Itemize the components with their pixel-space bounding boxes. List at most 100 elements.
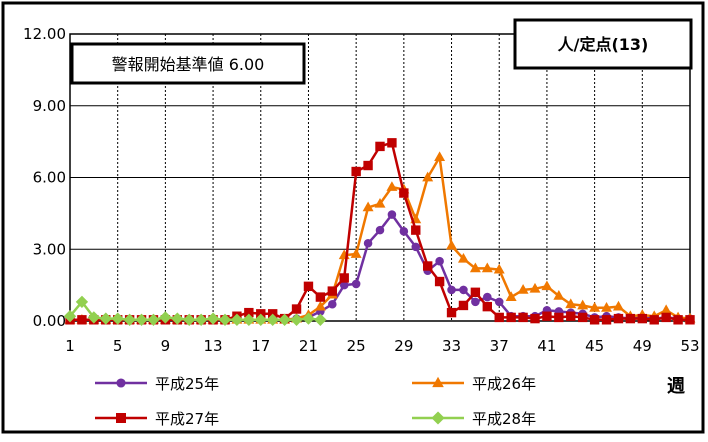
data-point-marker <box>242 313 256 326</box>
data-point-marker <box>481 262 493 273</box>
threshold-annotation: 警報開始基準値 6.00 <box>70 42 306 85</box>
data-point-marker <box>625 313 636 324</box>
data-point-marker <box>328 299 337 309</box>
data-point-marker <box>542 311 552 321</box>
data-point-marker <box>505 291 517 301</box>
data-point-marker <box>230 313 244 326</box>
data-point-marker <box>431 411 445 425</box>
data-point-marker <box>541 280 553 291</box>
legend-label: 平成28年 <box>472 410 536 428</box>
data-point-marker <box>553 290 565 300</box>
y-tick-label: 0.00 <box>33 312 66 330</box>
data-point-marker <box>63 310 77 323</box>
data-point-marker <box>171 312 184 325</box>
data-point-marker <box>411 242 421 252</box>
data-point-marker <box>613 313 624 324</box>
data-point-marker <box>459 285 468 295</box>
data-point-marker <box>506 312 516 323</box>
data-point-marker <box>75 295 89 309</box>
y-tick-label: 9.00 <box>33 97 66 115</box>
data-point-marker <box>483 292 492 302</box>
data-point-marker <box>303 281 314 292</box>
data-point-marker <box>386 181 398 191</box>
data-point-marker <box>577 312 588 323</box>
data-point-marker <box>206 312 220 325</box>
data-point-marker <box>589 315 600 325</box>
x-tick-label: 17 <box>251 337 270 355</box>
data-point-marker <box>116 413 126 423</box>
data-point-marker <box>374 197 386 208</box>
data-point-marker <box>123 313 136 326</box>
data-point-marker <box>315 292 326 302</box>
legend-item: 平成25年 <box>95 375 219 393</box>
data-point-marker <box>470 287 481 298</box>
data-point-marker <box>494 297 504 307</box>
unit-box-text: 人/定点(13) <box>558 35 649 54</box>
data-point-marker <box>314 313 327 326</box>
data-point-marker <box>351 279 361 289</box>
data-point-marker <box>589 301 601 312</box>
x-tick-label: 41 <box>537 337 556 355</box>
x-tick-label: 45 <box>585 337 604 355</box>
data-point-marker <box>135 313 148 326</box>
x-tick-label: 37 <box>490 337 509 355</box>
data-point-marker <box>350 248 362 258</box>
data-point-marker <box>517 284 529 294</box>
legend-item: 平成26年 <box>412 375 536 393</box>
unit-box: 人/定点(13) <box>513 18 693 70</box>
data-point-marker <box>649 315 659 325</box>
data-point-marker <box>362 201 374 212</box>
data-point-marker <box>351 166 361 177</box>
y-axis-ticks: 0.00 3.00 6.00 9.00 12.00 <box>23 25 66 330</box>
x-tick-label: 53 <box>680 337 699 355</box>
data-point-marker <box>266 313 279 326</box>
data-point-marker <box>529 282 541 293</box>
grid-layer <box>70 34 690 321</box>
data-point-marker <box>577 299 589 310</box>
y-tick-label: 12.00 <box>23 25 66 43</box>
data-point-marker <box>77 315 87 325</box>
data-point-marker <box>147 313 160 326</box>
x-axis-ticks: 1 5 9 13 17 21 25 29 33 37 41 45 49 53 <box>65 337 699 355</box>
data-point-marker <box>554 312 564 323</box>
data-point-marker <box>314 300 326 311</box>
data-point-marker <box>673 315 683 325</box>
data-point-marker <box>339 273 349 283</box>
data-point-marker <box>601 301 613 312</box>
legend-label: 平成27年 <box>155 410 219 428</box>
data-point-marker <box>159 311 172 324</box>
legend-item: 平成28年 <box>412 410 536 428</box>
legend-label: 平成26年 <box>472 375 536 393</box>
data-point-marker <box>434 276 445 287</box>
x-tick-label: 29 <box>394 337 413 355</box>
x-tick-label: 9 <box>161 337 171 355</box>
y-tick-label: 3.00 <box>33 240 66 258</box>
data-point-marker <box>291 304 302 314</box>
data-point-marker <box>566 311 576 321</box>
data-point-marker <box>194 313 208 326</box>
data-point-marker <box>278 313 291 326</box>
plot-area-frame <box>69 33 691 322</box>
data-point-marker <box>482 301 493 312</box>
data-point-marker <box>183 313 196 326</box>
data-point-marker <box>601 315 612 325</box>
data-point-marker <box>432 376 444 388</box>
unit-box-frame <box>513 18 693 70</box>
data-point-marker <box>290 313 303 326</box>
data-point-marker <box>375 225 385 235</box>
series-平成28年 <box>63 295 327 326</box>
x-tick-label: 25 <box>347 337 366 355</box>
data-point-marker <box>387 210 397 219</box>
data-point-marker <box>375 141 385 152</box>
data-point-marker <box>87 311 101 324</box>
data-point-marker <box>422 261 433 271</box>
data-point-marker <box>685 315 695 325</box>
legend-item: 平成27年 <box>95 410 219 428</box>
data-point-marker <box>399 227 409 236</box>
data-point-marker <box>254 313 267 326</box>
data-point-marker <box>612 300 624 311</box>
data-point-marker <box>434 151 446 162</box>
data-point-marker <box>111 312 124 325</box>
data-point-marker <box>469 262 481 273</box>
